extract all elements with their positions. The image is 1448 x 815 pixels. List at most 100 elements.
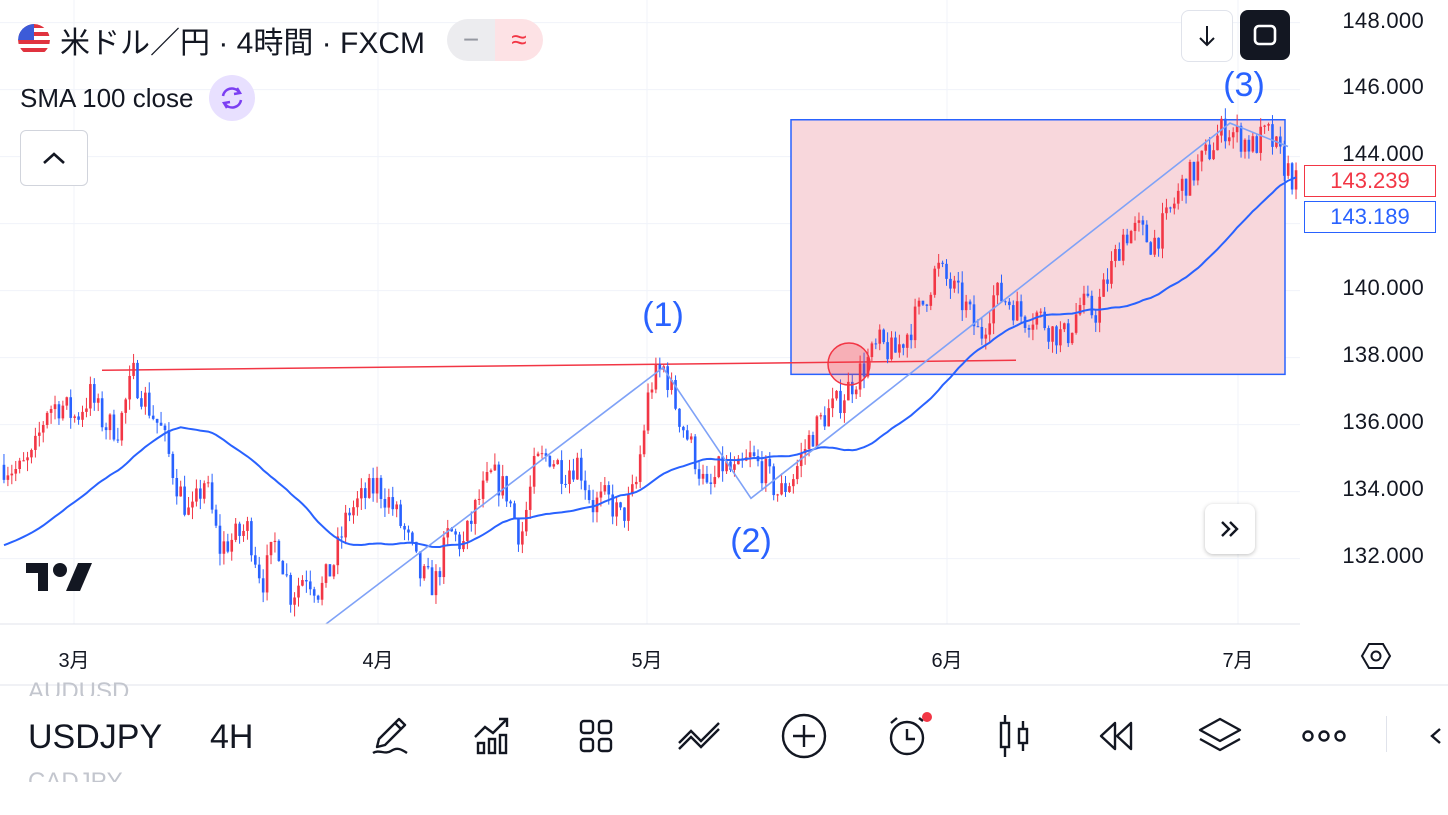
candle-body xyxy=(941,262,944,264)
candle-body xyxy=(921,300,925,305)
candle-body xyxy=(1224,118,1227,142)
candle-body xyxy=(870,343,874,358)
layers-icon[interactable] xyxy=(1192,708,1248,764)
candle-body xyxy=(30,449,33,458)
candle-body xyxy=(1008,301,1011,306)
time-tick: 3月 xyxy=(58,650,90,672)
price-tick: 132.000 xyxy=(1342,543,1424,568)
candle-body xyxy=(206,482,210,484)
candle-body xyxy=(1243,139,1247,152)
candle-body xyxy=(1118,249,1121,261)
bottom-toolbar: AUDUSD USDJPY CADJPY 4H xyxy=(0,678,1448,815)
candle-body xyxy=(788,486,791,493)
candle-body xyxy=(316,595,320,600)
plus-icon[interactable] xyxy=(776,708,832,764)
candle-body xyxy=(532,456,536,487)
candle-body xyxy=(1015,301,1019,321)
candle-body xyxy=(1208,144,1211,160)
candle-body xyxy=(422,566,426,579)
candle-body xyxy=(780,483,783,495)
candle-body xyxy=(69,397,73,418)
candle-body xyxy=(1239,125,1243,152)
symbol-header[interactable]: 米ドル／円 · 4時間 · FXCM − ≈ xyxy=(18,18,543,62)
tradingview-logo xyxy=(26,563,92,591)
download-button[interactable] xyxy=(1181,10,1233,62)
candle-body xyxy=(202,483,206,499)
candle-body xyxy=(1220,118,1223,136)
candle-body xyxy=(1035,312,1039,325)
candle-body xyxy=(61,405,65,419)
candle-body xyxy=(1279,136,1282,147)
candle-body xyxy=(1216,135,1219,151)
refresh-icon[interactable] xyxy=(209,75,256,121)
candle-body xyxy=(81,411,84,420)
settings-icon[interactable] xyxy=(1360,640,1392,672)
candle-body xyxy=(1263,125,1266,127)
candle-body xyxy=(862,363,866,377)
grid-icon[interactable] xyxy=(568,708,624,764)
candle-body xyxy=(191,501,194,508)
candle-body xyxy=(297,585,300,598)
candle-body xyxy=(41,424,45,433)
candle-body xyxy=(367,478,371,498)
candle-body xyxy=(1227,137,1231,142)
candle-body xyxy=(1282,146,1286,176)
candle-body xyxy=(599,491,603,498)
candle-body xyxy=(407,529,410,533)
candle-body xyxy=(466,520,469,542)
trend-icon[interactable] xyxy=(672,708,728,764)
candle-body xyxy=(375,477,379,494)
timeframe-selector[interactable]: 4H xyxy=(210,718,254,756)
candle-body xyxy=(293,597,296,605)
candle-body xyxy=(693,436,697,470)
candlestick-series xyxy=(2,108,1298,617)
candles-icon[interactable] xyxy=(986,708,1042,764)
candle-body xyxy=(1047,328,1050,342)
candle-body xyxy=(627,494,630,521)
candle-body xyxy=(1114,249,1117,261)
rewind-icon[interactable] xyxy=(1088,708,1144,764)
candle-body xyxy=(725,461,728,472)
candle-body xyxy=(371,478,375,494)
candle-body xyxy=(411,532,414,542)
candle-body xyxy=(265,555,269,593)
candle-body xyxy=(383,498,387,508)
candle-body xyxy=(132,362,135,376)
wave-label-3: (3) xyxy=(1223,66,1265,104)
wave-icon[interactable]: ≈ xyxy=(495,19,543,61)
candle-body xyxy=(344,512,347,538)
more-icon[interactable] xyxy=(1296,708,1352,764)
candle-body xyxy=(92,384,96,403)
candle-body xyxy=(163,425,167,431)
minus-icon[interactable]: − xyxy=(447,19,495,61)
candle-body xyxy=(956,280,960,283)
candle-body xyxy=(230,539,234,552)
price-chart[interactable] xyxy=(0,0,1448,686)
candle-body xyxy=(269,542,273,556)
chart-up-icon[interactable] xyxy=(464,708,520,764)
candle-body xyxy=(1019,301,1023,317)
indicator-legend[interactable]: SMA 100 close xyxy=(20,75,256,121)
status-pill[interactable]: − ≈ xyxy=(447,19,543,61)
candle-body xyxy=(524,509,528,532)
candle-body xyxy=(705,473,709,483)
pencil-icon[interactable] xyxy=(362,708,418,764)
candle-body xyxy=(38,432,41,436)
candle-body xyxy=(1129,231,1133,244)
alarm-icon[interactable] xyxy=(880,708,936,764)
candle-body xyxy=(917,300,921,307)
candle-body xyxy=(1102,279,1105,297)
candle-body xyxy=(418,551,422,579)
fullscreen-icon xyxy=(1253,24,1277,46)
candle-body xyxy=(458,534,461,550)
candle-body xyxy=(729,461,732,470)
candle-body xyxy=(615,502,618,517)
candle-body xyxy=(387,497,391,508)
scroll-to-realtime-button[interactable] xyxy=(1205,504,1255,554)
candle-body xyxy=(1094,315,1098,323)
candle-body xyxy=(1271,124,1274,147)
collapse-legend-button[interactable] xyxy=(20,130,88,186)
symbol-selector[interactable]: USDJPY xyxy=(28,718,163,756)
fullscreen-button[interactable] xyxy=(1240,10,1290,60)
back-icon[interactable] xyxy=(1420,708,1448,764)
